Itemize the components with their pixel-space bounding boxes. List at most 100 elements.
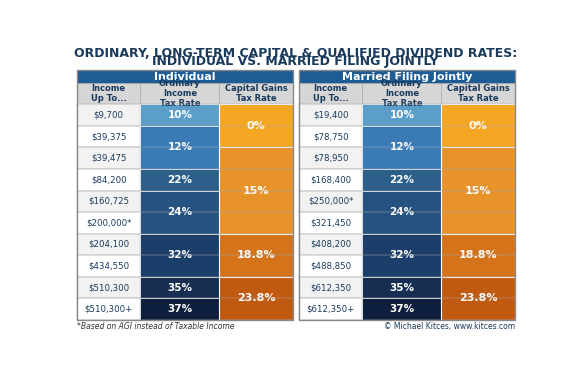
Bar: [219, 277, 293, 320]
Text: 12%: 12%: [389, 142, 414, 152]
Bar: [441, 104, 515, 147]
Text: 12%: 12%: [167, 142, 192, 152]
Text: $250,000*: $250,000*: [308, 197, 353, 206]
Bar: [299, 104, 362, 126]
Text: 22%: 22%: [389, 175, 414, 185]
Text: Married Filing Jointly: Married Filing Jointly: [342, 72, 472, 82]
Text: 15%: 15%: [243, 186, 269, 195]
Text: 0%: 0%: [469, 121, 488, 131]
Text: Income
Up To...: Income Up To...: [313, 84, 349, 103]
Text: $204,100: $204,100: [88, 240, 129, 249]
Text: $84,200: $84,200: [91, 175, 126, 184]
Bar: [299, 255, 362, 277]
Text: 15%: 15%: [464, 186, 491, 195]
Text: $78,750: $78,750: [313, 132, 349, 141]
Text: $612,350: $612,350: [310, 283, 351, 292]
Bar: [299, 83, 362, 104]
Text: Ordinary
Income
Tax Rate: Ordinary Income Tax Rate: [159, 79, 201, 108]
Bar: [362, 169, 441, 190]
Text: $19,400: $19,400: [313, 111, 349, 120]
Text: $39,375: $39,375: [91, 132, 126, 141]
Bar: [77, 298, 140, 320]
Bar: [299, 298, 362, 320]
Text: $200,000*: $200,000*: [86, 218, 132, 227]
Bar: [299, 169, 362, 190]
Bar: [77, 70, 293, 320]
Bar: [219, 234, 293, 277]
Text: $510,300: $510,300: [88, 283, 129, 292]
Text: 24%: 24%: [389, 207, 414, 217]
Bar: [441, 147, 515, 234]
Text: Individual: Individual: [154, 72, 215, 82]
Text: $160,725: $160,725: [88, 197, 129, 206]
Bar: [219, 104, 293, 147]
Bar: [77, 234, 140, 255]
Bar: [140, 234, 219, 277]
Bar: [140, 104, 219, 126]
Bar: [77, 255, 140, 277]
Bar: [140, 190, 219, 234]
Text: 37%: 37%: [389, 304, 414, 314]
Text: 32%: 32%: [389, 250, 414, 260]
Bar: [299, 277, 362, 298]
Text: 22%: 22%: [167, 175, 192, 185]
Bar: [299, 190, 362, 212]
Bar: [77, 190, 140, 212]
Text: 0%: 0%: [246, 121, 265, 131]
Text: 10%: 10%: [389, 110, 414, 120]
Text: Income
Up To...: Income Up To...: [91, 84, 126, 103]
Text: 18.8%: 18.8%: [459, 250, 497, 260]
Bar: [299, 234, 362, 255]
Text: $488,850: $488,850: [310, 261, 351, 270]
Bar: [219, 147, 293, 234]
Bar: [362, 298, 441, 320]
Text: 10%: 10%: [167, 110, 192, 120]
Bar: [362, 126, 441, 169]
Bar: [362, 277, 441, 298]
Text: $78,950: $78,950: [313, 154, 349, 163]
Bar: [362, 83, 441, 104]
Bar: [77, 104, 140, 126]
Text: $168,400: $168,400: [310, 175, 351, 184]
Bar: [362, 104, 441, 126]
Bar: [140, 298, 219, 320]
Text: Ordinary
Income
Tax Rate: Ordinary Income Tax Rate: [381, 79, 423, 108]
Text: 37%: 37%: [167, 304, 192, 314]
Text: 35%: 35%: [167, 282, 192, 292]
Bar: [299, 212, 362, 234]
Bar: [140, 277, 219, 298]
Bar: [362, 190, 441, 234]
Text: $434,550: $434,550: [88, 261, 129, 270]
Bar: [299, 70, 515, 83]
Bar: [362, 234, 441, 277]
Bar: [219, 83, 293, 104]
Bar: [299, 70, 515, 320]
Bar: [441, 83, 515, 104]
Bar: [77, 83, 140, 104]
Text: 23.8%: 23.8%: [237, 293, 275, 303]
Text: ORDINARY, LONG-TERM CAPITAL & QUALIFIED DIVIDEND RATES:: ORDINARY, LONG-TERM CAPITAL & QUALIFIED …: [74, 47, 517, 60]
Bar: [77, 126, 140, 147]
Bar: [77, 212, 140, 234]
Text: © Michael Kitces, www.kitces.com: © Michael Kitces, www.kitces.com: [384, 321, 515, 330]
Bar: [140, 169, 219, 190]
Text: $612,350+: $612,350+: [306, 304, 355, 313]
Text: $510,300+: $510,300+: [84, 304, 133, 313]
Bar: [77, 70, 293, 83]
Bar: [77, 169, 140, 190]
Bar: [299, 147, 362, 169]
Bar: [299, 126, 362, 147]
Text: $9,700: $9,700: [93, 111, 123, 120]
Text: 32%: 32%: [167, 250, 192, 260]
Text: INDIVIDUAL VS. MARRIED FILING JOINTLY: INDIVIDUAL VS. MARRIED FILING JOINTLY: [152, 56, 439, 69]
Text: *Based on AGI instead of Taxable Income: *Based on AGI instead of Taxable Income: [77, 321, 234, 330]
Text: Capital Gains
Tax Rate: Capital Gains Tax Rate: [447, 84, 509, 103]
Text: $408,200: $408,200: [310, 240, 351, 249]
Text: 23.8%: 23.8%: [459, 293, 497, 303]
Text: $39,475: $39,475: [91, 154, 126, 163]
Text: 24%: 24%: [167, 207, 192, 217]
Bar: [140, 83, 219, 104]
Bar: [140, 126, 219, 169]
Bar: [77, 277, 140, 298]
Text: 18.8%: 18.8%: [237, 250, 275, 260]
